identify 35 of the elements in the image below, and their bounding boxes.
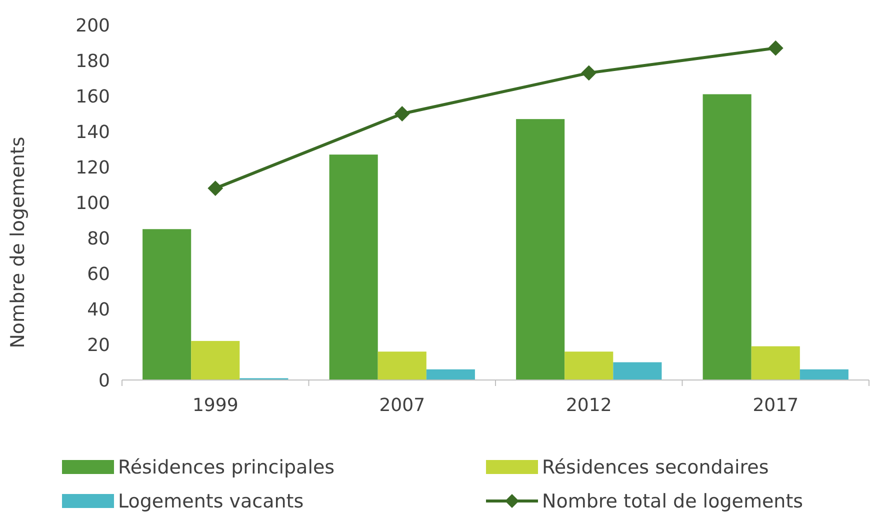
bar	[516, 119, 565, 380]
bar	[613, 362, 662, 380]
x-tick-label: 2007	[379, 395, 426, 416]
legend-label: Résidences principales	[118, 456, 335, 479]
bar	[426, 369, 475, 380]
y-axis-title: Nombre de logements	[7, 136, 29, 348]
y-tick-label: 140	[76, 122, 110, 143]
bar	[142, 229, 192, 380]
bar	[564, 352, 614, 380]
point	[768, 40, 784, 56]
y-tick-label: 60	[87, 264, 110, 285]
x-tick-label: 2012	[566, 395, 612, 416]
y-tick-label: 40	[87, 299, 110, 320]
y-tick-label: 200	[76, 15, 110, 36]
y-tick-label: 180	[76, 50, 110, 72]
point	[394, 106, 410, 122]
x-tick-label: 1999	[192, 395, 238, 416]
point	[581, 65, 596, 80]
bar	[329, 154, 378, 380]
bar	[702, 94, 752, 380]
legend-label: Résidences secondaires	[542, 456, 769, 479]
bar	[378, 352, 426, 380]
legend-label: Logements vacants	[118, 490, 304, 513]
y-tick-label: 80	[87, 228, 110, 250]
y-tick-label: 20	[87, 334, 110, 356]
point	[208, 180, 223, 196]
bar	[751, 346, 800, 380]
bar	[191, 340, 240, 380]
y-tick-label: 0	[98, 370, 110, 392]
y-tick-label: 100	[76, 192, 110, 214]
y-tick-label: 120	[76, 157, 110, 178]
bar	[800, 369, 848, 380]
x-tick-label: 2017	[752, 395, 799, 416]
legend-label: Nombre total de logements	[542, 490, 804, 513]
y-tick-label: 160	[76, 86, 110, 108]
